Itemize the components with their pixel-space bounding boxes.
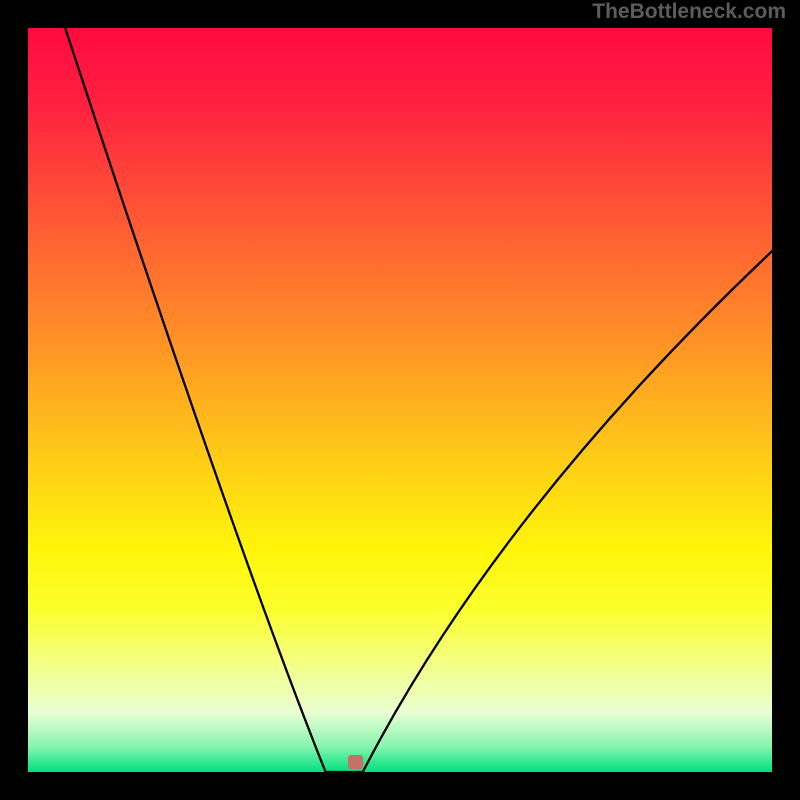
watermark-text: TheBottleneck.com — [592, 0, 786, 24]
chart-stage: TheBottleneck.com — [0, 0, 800, 800]
plot-background-gradient — [28, 28, 772, 772]
optimum-marker — [348, 755, 363, 769]
